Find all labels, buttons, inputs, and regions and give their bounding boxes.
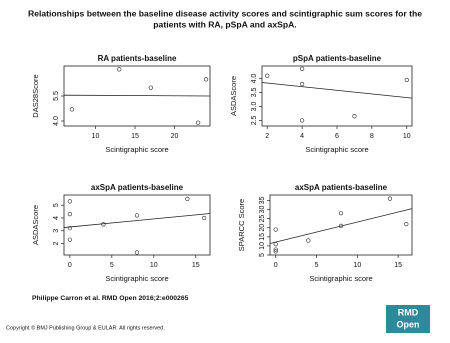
panel-title: axSpA patients-baseline	[295, 183, 388, 192]
point	[300, 82, 305, 87]
point	[404, 77, 409, 83]
plot-frame	[63, 194, 211, 256]
x-tick-label: 8	[370, 133, 374, 140]
y-tick-label: 5	[53, 203, 60, 207]
y-axis-label: ASDAScore	[31, 205, 40, 245]
x-tick-label: 6	[335, 133, 339, 140]
y-axis-label: SPARCC Score	[237, 199, 246, 251]
point	[101, 222, 106, 227]
point	[202, 215, 207, 221]
point	[338, 211, 344, 216]
x-axis-label: Scintigraphic score	[305, 145, 368, 154]
y-tick-label: 35	[259, 196, 266, 204]
point	[196, 120, 201, 125]
panel-title: pSpA patients-baseline	[293, 54, 382, 63]
point	[134, 213, 140, 218]
y-tick-label: 10	[259, 242, 266, 250]
x-tick-label: 2	[265, 133, 269, 140]
citation: Philippe Carron et al. RMD Open 2016;2:e…	[32, 295, 189, 302]
point	[273, 241, 278, 247]
point	[273, 249, 278, 254]
y-tick-label: 5	[259, 253, 266, 257]
y-tick-label: 30	[259, 206, 266, 214]
point	[273, 247, 278, 252]
x-tick-label: 15	[192, 262, 200, 269]
x-tick-label: 15	[394, 262, 402, 269]
x-tick-label: 0	[68, 262, 72, 269]
x-tick-label: 10	[353, 262, 361, 269]
x-tick-label: 4	[300, 133, 304, 140]
x-tick-label: 10	[150, 262, 158, 269]
point	[185, 196, 190, 201]
y-tick-label: 4.0	[251, 74, 258, 84]
panel-title: RA patients-baseline	[98, 54, 177, 63]
point	[306, 238, 311, 243]
point	[265, 73, 270, 78]
point	[203, 77, 209, 82]
x-tick-label: 5	[315, 262, 319, 269]
fit-line	[63, 213, 211, 228]
plot-frame	[269, 194, 413, 256]
point	[300, 118, 305, 123]
fit-line	[63, 94, 211, 97]
y-tick-label: 3.5	[251, 88, 258, 98]
y-tick-label: 2.5	[251, 115, 258, 125]
y-tick-label: 15	[259, 233, 266, 241]
x-tick-label: 20	[171, 133, 179, 140]
point	[67, 237, 72, 242]
point	[67, 199, 72, 204]
point	[387, 196, 393, 201]
figure-title: Relationships between the baseline disea…	[28, 8, 422, 18]
x-tick-label: 10	[403, 133, 411, 140]
y-tick-label: 5.5	[53, 91, 60, 101]
point	[352, 114, 357, 119]
logo-text: Open	[396, 319, 419, 329]
panel-title: axSpA patients-baseline	[91, 183, 184, 192]
logo	[386, 305, 430, 333]
copyright: Copyright © BMJ Publishing Group & EULAR…	[6, 324, 165, 331]
point	[148, 85, 153, 90]
point	[67, 226, 72, 231]
point	[404, 221, 409, 227]
x-axis-label: Scintigraphic score	[105, 145, 168, 154]
x-tick-label: 15	[131, 133, 139, 140]
figure-title: patients with RA, pSpA and axSpA.	[153, 19, 296, 29]
y-tick-label: 3	[53, 229, 60, 233]
point	[134, 250, 140, 255]
y-tick-label: 20	[259, 224, 266, 232]
y-axis-label: DAS28Score	[31, 74, 40, 117]
fit-line	[261, 82, 413, 99]
x-axis-label: Scintigraphic score	[309, 274, 372, 283]
x-tick-label: 5	[110, 262, 114, 269]
y-tick-label: 4	[53, 216, 60, 220]
y-tick-label: 4.0	[53, 116, 60, 126]
y-tick-label: 25	[259, 215, 266, 223]
x-tick-label: 0	[274, 262, 278, 269]
point	[67, 212, 72, 217]
y-tick-label: 3.0	[251, 101, 258, 111]
y-axis-label: ASDAScore	[229, 76, 238, 116]
logo-text: RMD	[398, 307, 419, 317]
x-axis-label: Scintigraphic score	[105, 274, 168, 283]
y-tick-label: 2	[53, 241, 60, 245]
point	[69, 107, 74, 112]
x-tick-label: 10	[92, 133, 100, 140]
fit-line	[269, 208, 413, 244]
point	[338, 223, 344, 229]
point	[117, 67, 122, 72]
point	[300, 66, 305, 71]
point	[273, 227, 278, 232]
